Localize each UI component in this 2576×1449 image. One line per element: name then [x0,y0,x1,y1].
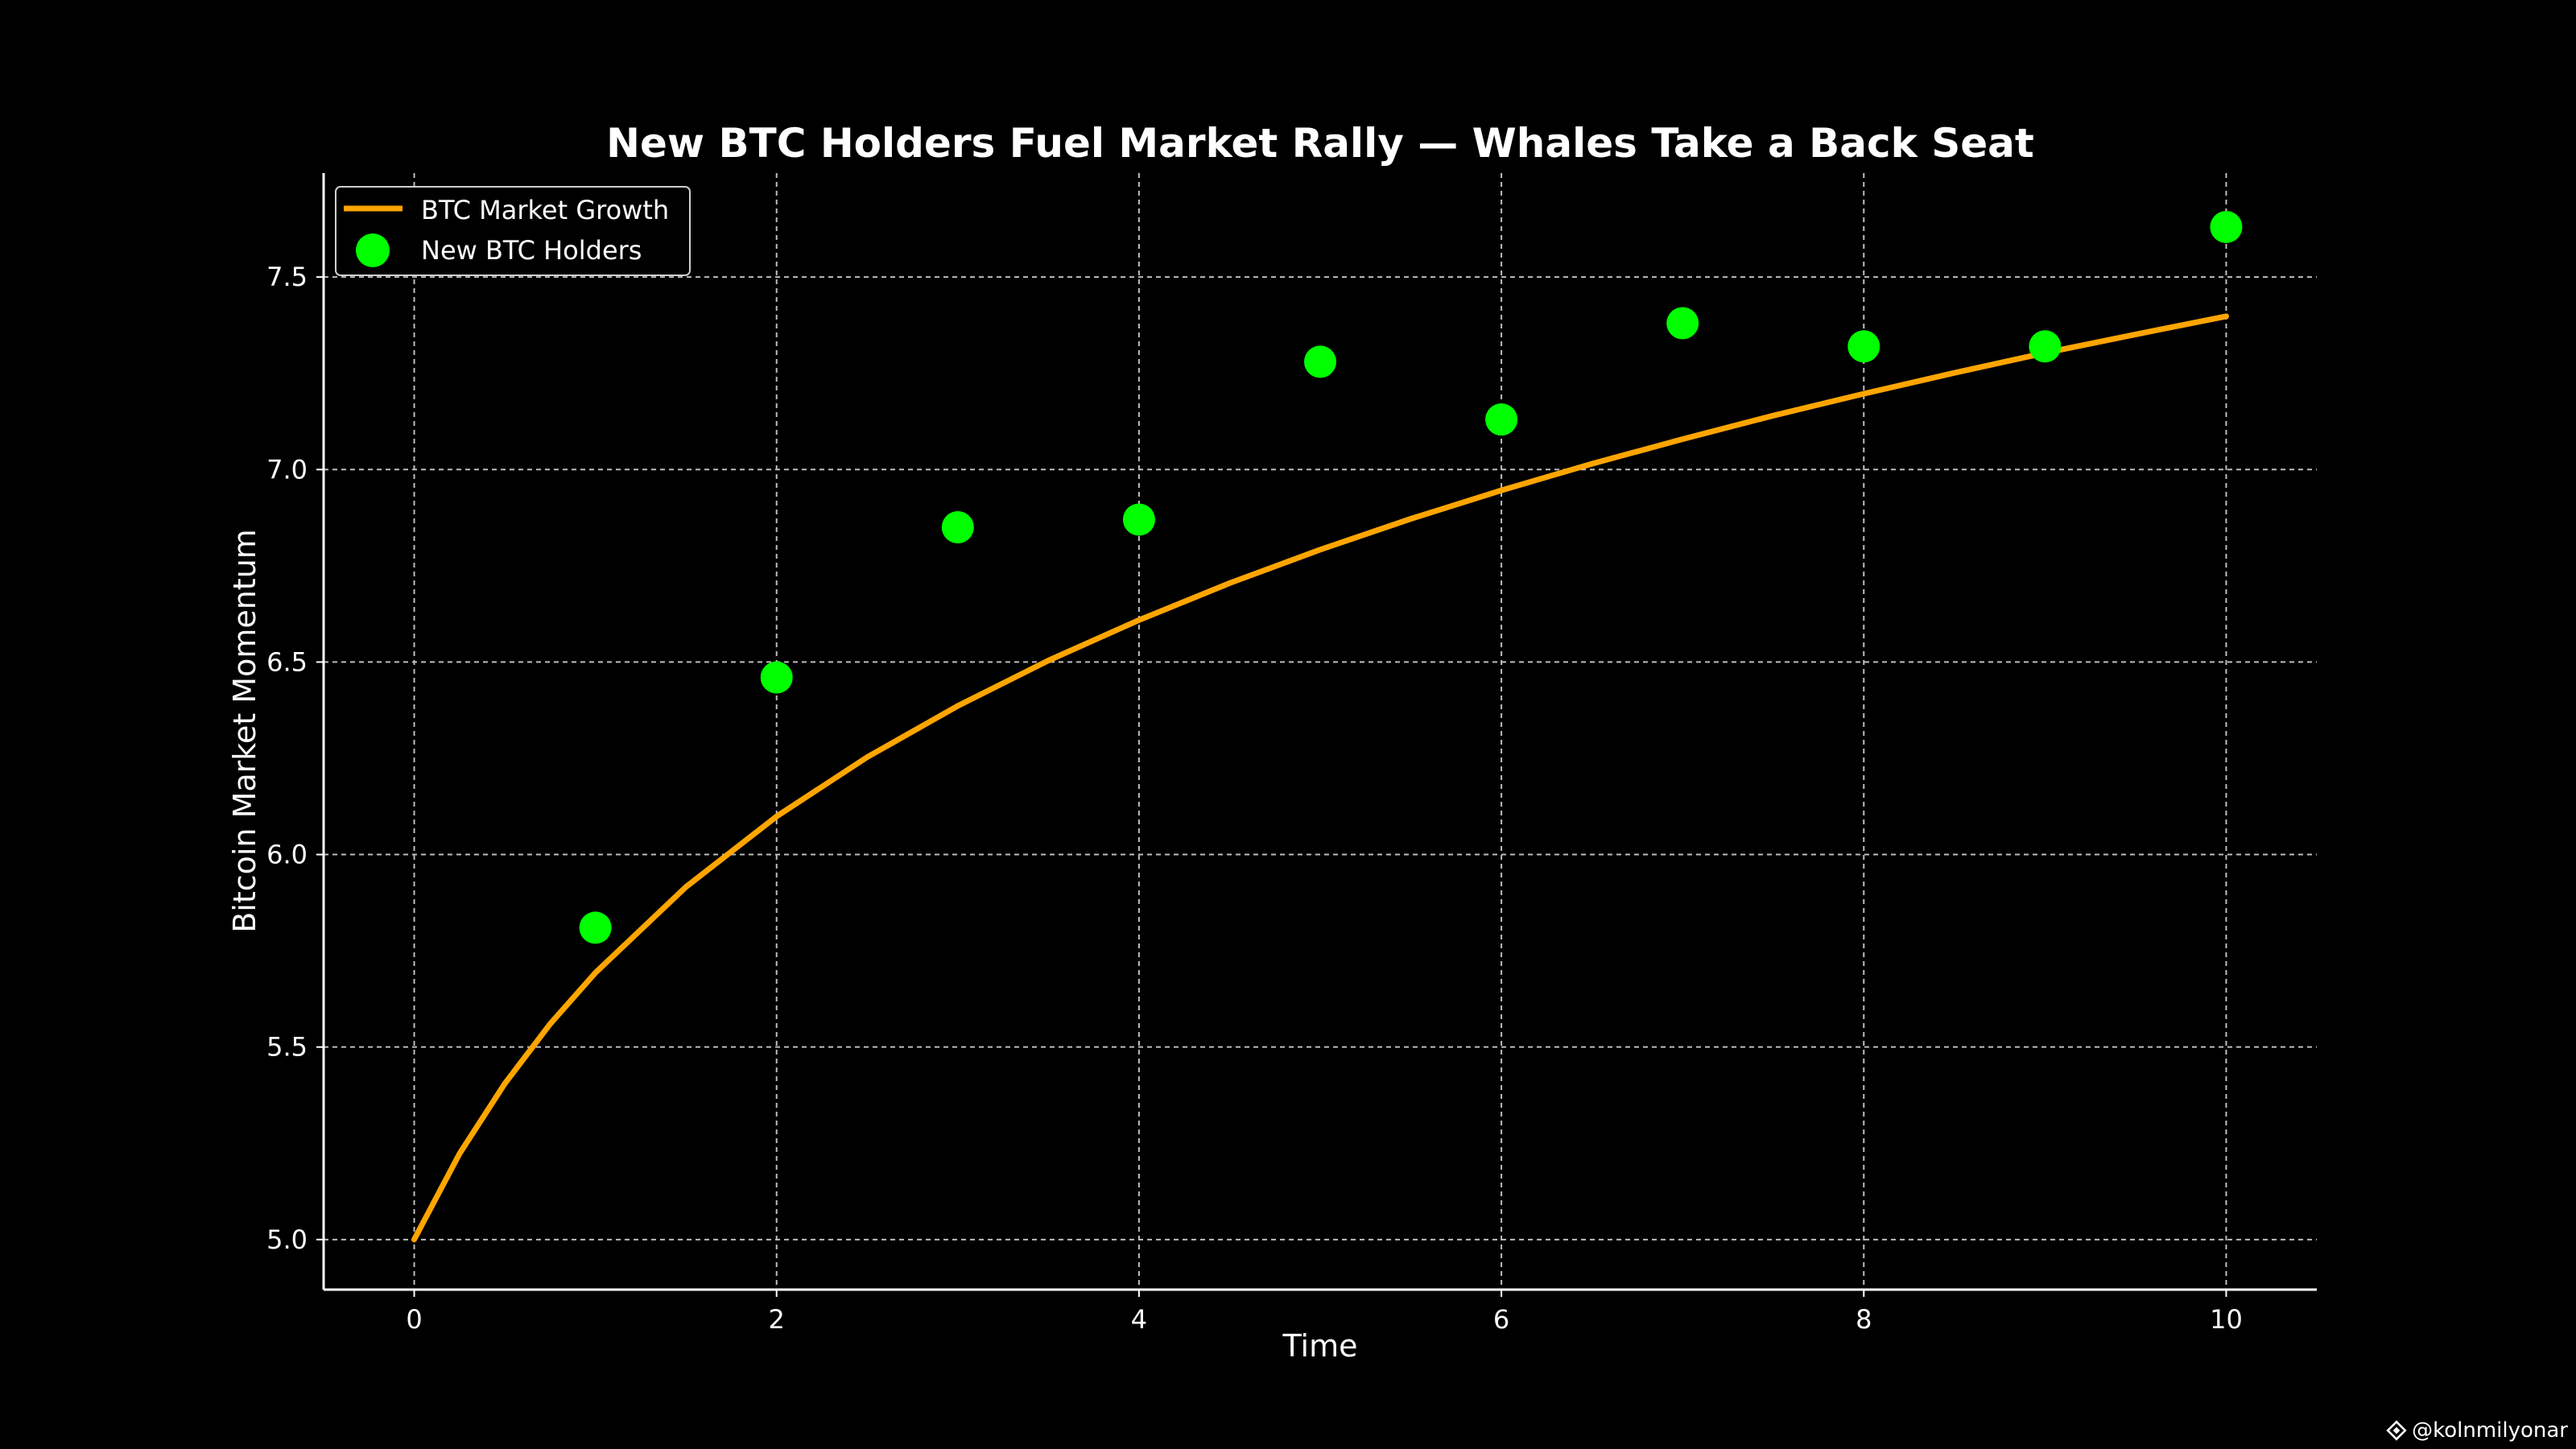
y-axis-label: Bitcoin Market Momentum [227,529,262,933]
y-tick-label: 7.5 [266,262,308,292]
watermark: @kolnmilyonar [2386,1418,2568,1443]
legend: BTC Market Growth New BTC Holders [335,186,691,276]
legend-box [335,186,691,276]
x-tick-label: 8 [1856,1304,1872,1335]
x-tick-label: 0 [406,1304,422,1335]
x-tick-label: 10 [2210,1304,2243,1335]
scatter-point-new-btc-holders [760,661,793,694]
scatter-point-new-btc-holders [2029,330,2062,363]
x-axis-ticks: 0 2 4 6 8 10 [406,1290,2243,1335]
x-axis-label: Time [1282,1328,1358,1364]
y-tick-label: 6.5 [266,646,308,677]
y-axis-ticks: 5.0 5.5 6.0 6.5 7.0 7.5 [266,262,324,1255]
binance-square-icon [2386,1420,2407,1441]
watermark-text: @kolnmilyonar [2412,1418,2568,1443]
scatter-point-new-btc-holders [1847,330,1880,363]
legend-marker-swatch [356,233,390,267]
scatter-point-new-btc-holders [1304,345,1336,378]
series-line-btc-market-growth [411,313,2229,1243]
chart-title: New BTC Holders Fuel Market Rally — Whal… [606,120,2034,167]
axes [322,173,2317,1291]
legend-label-btc-market-growth: BTC Market Growth [421,195,669,225]
x-tick-label: 4 [1131,1304,1147,1335]
y-tick-label: 5.5 [266,1032,308,1063]
scatter-point-new-btc-holders [1485,403,1518,436]
x-tick-label: 2 [769,1304,785,1335]
scatter-point-new-btc-holders [2210,210,2243,243]
scatter-point-new-btc-holders [1122,503,1155,536]
y-tick-label: 5.0 [266,1224,308,1255]
y-tick-label: 7.0 [266,454,308,485]
scatter-point-new-btc-holders [579,911,612,944]
scatter-point-new-btc-holders [941,511,974,544]
y-tick-label: 6.0 [266,840,308,870]
x-tick-label: 6 [1493,1304,1509,1335]
legend-label-new-btc-holders: New BTC Holders [421,235,642,266]
grid [324,173,2317,1290]
scatter-point-new-btc-holders [1666,307,1699,340]
series-layer [411,210,2243,1243]
